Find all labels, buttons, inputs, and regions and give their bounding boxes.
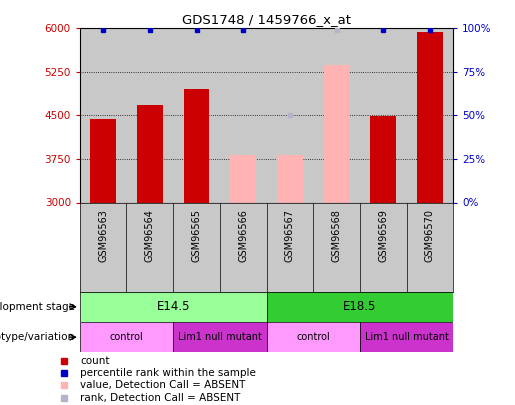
Text: control: control [110,332,143,342]
Text: rank, Detection Call = ABSENT: rank, Detection Call = ABSENT [80,393,241,403]
Text: GSM96566: GSM96566 [238,209,248,262]
Text: GSM96568: GSM96568 [332,209,341,262]
Text: count: count [80,356,110,366]
Bar [370,116,396,202]
Bar [360,322,453,352]
Text: E18.5: E18.5 [343,300,376,313]
Bar [137,105,163,202]
Bar [267,292,453,322]
Bar [230,155,256,202]
Bar [267,322,360,352]
Title: GDS1748 / 1459766_x_at: GDS1748 / 1459766_x_at [182,13,351,26]
Text: GSM96565: GSM96565 [192,209,201,262]
Bar [184,89,209,202]
Text: GSM96563: GSM96563 [98,209,108,262]
Bar [80,322,173,352]
Text: GSM96564: GSM96564 [145,209,155,262]
Text: Lim1 null mutant: Lim1 null mutant [365,332,449,342]
Bar [80,292,267,322]
Text: value, Detection Call = ABSENT: value, Detection Call = ABSENT [80,380,245,390]
Text: GSM96570: GSM96570 [425,209,435,262]
Text: Lim1 null mutant: Lim1 null mutant [178,332,262,342]
Text: percentile rank within the sample: percentile rank within the sample [80,368,256,378]
Bar [417,32,443,202]
Text: GSM96569: GSM96569 [378,209,388,262]
Bar [90,119,116,202]
Bar [277,155,303,202]
Text: GSM96567: GSM96567 [285,209,295,262]
Text: development stage: development stage [0,302,75,312]
Bar [173,322,267,352]
Text: control: control [296,332,330,342]
Bar [324,65,349,202]
Text: E14.5: E14.5 [157,300,190,313]
Text: genotype/variation: genotype/variation [0,332,75,342]
